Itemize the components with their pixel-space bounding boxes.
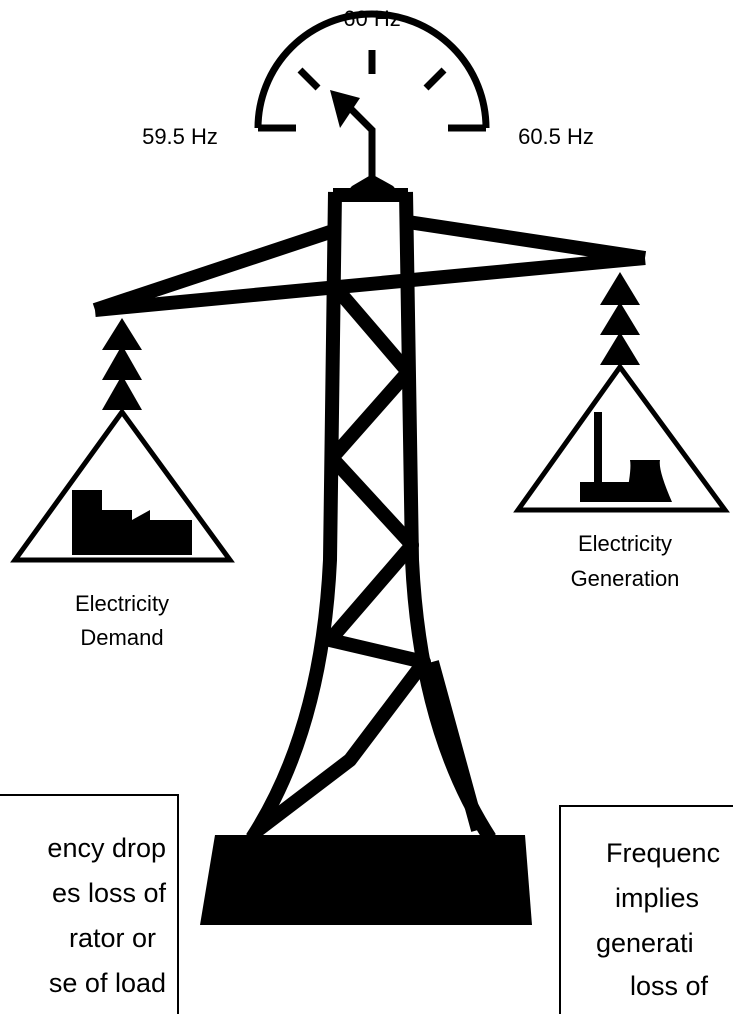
right-box-text: implies: [615, 883, 699, 913]
gauge-left-label: 59.5 Hz: [142, 124, 218, 149]
left-box: [0, 794, 179, 1014]
gauge-needle: [330, 90, 360, 128]
right-box: [559, 805, 733, 1014]
left-box-text: se of load: [49, 968, 166, 998]
right-box-text: Frequenc: [606, 838, 720, 868]
right-box-text: loss of: [630, 971, 709, 1001]
generation-label: Electricity: [578, 531, 672, 556]
tower-base: [200, 835, 532, 925]
gauge-right-label: 60.5 Hz: [518, 124, 594, 149]
left-insulator: [102, 318, 142, 410]
generation-label: Generation: [571, 566, 680, 591]
demand-label: Electricity: [75, 591, 169, 616]
left-box-text: rator or: [69, 923, 156, 953]
left-box-text: ency drop: [47, 833, 166, 863]
right-insulator: [600, 272, 640, 365]
generation-triangle: [513, 362, 730, 513]
gauge: [254, 10, 490, 182]
generation-icon: [580, 412, 672, 502]
left-box-text: es loss of: [52, 878, 167, 908]
demand-label: Demand: [80, 625, 163, 650]
gauge-center-label: 60 Hz: [343, 6, 400, 31]
right-box-text: generati: [596, 928, 694, 958]
demand-triangle: [10, 407, 235, 563]
tower: [92, 175, 647, 842]
demand-icon: [72, 490, 192, 555]
